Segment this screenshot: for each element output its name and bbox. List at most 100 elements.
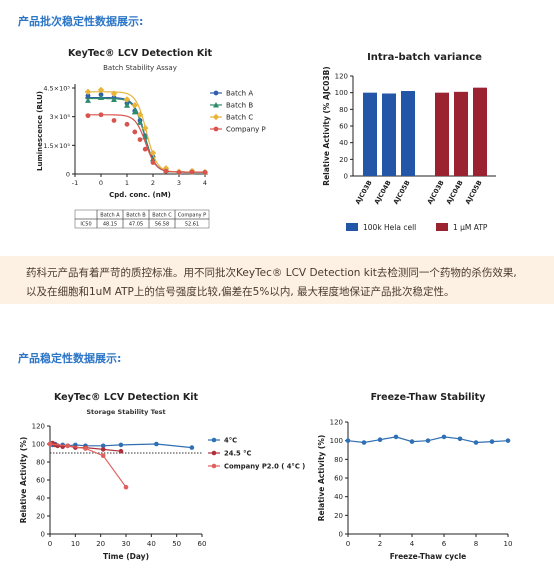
x-axis-label: Cpd. conc. (nM) bbox=[109, 191, 171, 199]
data-point bbox=[111, 118, 117, 123]
table-cell bbox=[74, 209, 98, 220]
data-point bbox=[457, 436, 463, 442]
bar bbox=[473, 87, 487, 176]
data-point bbox=[83, 446, 88, 451]
x-tick-label: 4 bbox=[203, 179, 207, 187]
table-header: Company P bbox=[178, 213, 206, 219]
data-point bbox=[409, 439, 415, 444]
y-tick-label: 100 bbox=[32, 441, 45, 449]
data-point bbox=[142, 124, 149, 132]
x-tick-label: 3 bbox=[177, 179, 181, 187]
x-tick-label: -1 bbox=[72, 179, 78, 187]
chart-title: KeyTec® LCV Detection Kit bbox=[54, 392, 199, 403]
table-header: Batch B bbox=[126, 213, 146, 219]
data-point bbox=[118, 448, 124, 454]
chart-title: Freeze-Thaw Stability bbox=[371, 392, 487, 403]
y-tick-label: 0 bbox=[344, 173, 348, 181]
bar bbox=[363, 92, 377, 176]
y-tick-label: 120 bbox=[32, 423, 45, 431]
x-tick-label: 4 bbox=[410, 540, 415, 548]
data-point bbox=[98, 112, 104, 118]
legend-label: 100k Hela cell bbox=[363, 223, 416, 232]
legend-marker bbox=[213, 102, 219, 108]
legend-label: 24.5 °C bbox=[224, 450, 252, 458]
x-tick-label: AJC05B bbox=[464, 179, 484, 206]
y-tick-label: 40 bbox=[36, 495, 45, 503]
data-point bbox=[176, 170, 182, 175]
x-tick-label: AJC03B bbox=[354, 179, 374, 206]
y-tick-label: 4.5×10⁵ bbox=[43, 85, 70, 93]
y-tick-label: 1.5×10⁵ bbox=[43, 142, 70, 150]
product-stability-heading: 产品稳定性数据展示: bbox=[18, 352, 122, 365]
bar bbox=[435, 92, 449, 176]
chart-title: Intra-batch variance bbox=[367, 52, 482, 63]
x-tick-label: 40 bbox=[147, 540, 156, 548]
legend-label: Company P2.0 ( 4°C ) bbox=[224, 463, 305, 471]
x-tick-label: 6 bbox=[442, 540, 447, 548]
chart-subtitle: Storage Stability Test bbox=[86, 408, 165, 416]
intra-batch-variance-chart: Intra-batch variance 0 20 40 60 80 100 120 Relat… bbox=[322, 52, 496, 232]
bar bbox=[454, 91, 468, 176]
chart-title: KeyTec® LCV Detection Kit bbox=[68, 48, 213, 59]
y-tick-label: 80 bbox=[339, 106, 348, 114]
x-tick-label: 8 bbox=[474, 540, 478, 548]
note-line-1: 药科元产品有着严苛的质控标准。用不同批次KeyTec® LCV Detectio… bbox=[26, 267, 517, 279]
data-point bbox=[118, 442, 124, 448]
legend-label: 4°C bbox=[224, 437, 237, 445]
data-point bbox=[137, 137, 143, 142]
x-tick-label: 20 bbox=[96, 540, 105, 548]
legend-marker bbox=[211, 437, 217, 443]
table-value: 52.61 bbox=[185, 222, 199, 228]
y-tick-label: 120 bbox=[330, 419, 343, 427]
data-point bbox=[131, 102, 138, 109]
batch-stability-chart: KeyTec® LCV Detection Kit Batch Stability… bbox=[36, 48, 266, 229]
fit-curve bbox=[85, 91, 205, 173]
storage-stability-chart: KeyTec® LCV Detection Kit Storage Stabili… bbox=[19, 392, 305, 561]
data-point bbox=[98, 94, 104, 101]
x-tick-label: AJC03B bbox=[426, 179, 446, 206]
x-tick-label: 0 bbox=[99, 179, 103, 187]
table-cell bbox=[174, 218, 210, 229]
data-point bbox=[189, 169, 195, 175]
table-value: 48.15 bbox=[103, 222, 117, 228]
data-point bbox=[377, 437, 383, 443]
y-axis-label: Relative Activity (%) bbox=[19, 437, 28, 524]
y-tick-label: 40 bbox=[334, 493, 343, 501]
data-point bbox=[100, 443, 106, 449]
batch-stability-heading: 产品批次稳定性数据展示: bbox=[18, 15, 144, 28]
data-point bbox=[110, 90, 118, 97]
data-point bbox=[142, 146, 148, 152]
chart-subtitle: Batch Stability Assay bbox=[103, 64, 177, 72]
table-value: IC50 bbox=[80, 222, 91, 228]
y-tick-label: 20 bbox=[339, 156, 348, 164]
data-point bbox=[202, 170, 208, 175]
x-tick-label: AJC05B bbox=[392, 179, 412, 206]
data-point bbox=[163, 168, 169, 174]
note-line-2: 以及在细胞和1uM ATP上的信号强度比较,偏差在5%以内, 最大程度地保证产品… bbox=[26, 286, 455, 298]
y-tick-label: 0 bbox=[41, 531, 45, 539]
data-point bbox=[136, 111, 144, 118]
data-point bbox=[131, 108, 138, 115]
y-tick-label: 60 bbox=[36, 477, 45, 485]
legend-label: 1 μM ATP bbox=[453, 223, 488, 232]
bar bbox=[401, 91, 415, 176]
x-axis-label: Freeze-Thaw cycle bbox=[390, 552, 466, 561]
legend-marker bbox=[213, 90, 219, 96]
data-point bbox=[85, 97, 91, 103]
y-tick-label: 60 bbox=[339, 123, 348, 131]
fit-curve bbox=[85, 114, 205, 173]
table-header: Batch C bbox=[152, 213, 172, 219]
x-tick-label: 50 bbox=[172, 540, 181, 548]
data-point bbox=[100, 447, 106, 452]
freeze-thaw-chart: Freeze-Thaw Stability 0 20 40 60 80 100 120 0 2 4 6… bbox=[317, 392, 512, 561]
x-tick-label: 0 bbox=[48, 540, 52, 548]
data-point bbox=[100, 453, 106, 458]
data-point bbox=[97, 86, 105, 94]
x-tick-label: AJC04B bbox=[445, 179, 465, 206]
legend-swatch bbox=[346, 223, 358, 231]
x-tick-label: 2 bbox=[378, 540, 382, 548]
data-point bbox=[137, 119, 143, 125]
x-tick-label: 1 bbox=[125, 179, 129, 187]
legend-marker bbox=[211, 450, 217, 456]
legend-label: Batch B bbox=[226, 102, 253, 110]
